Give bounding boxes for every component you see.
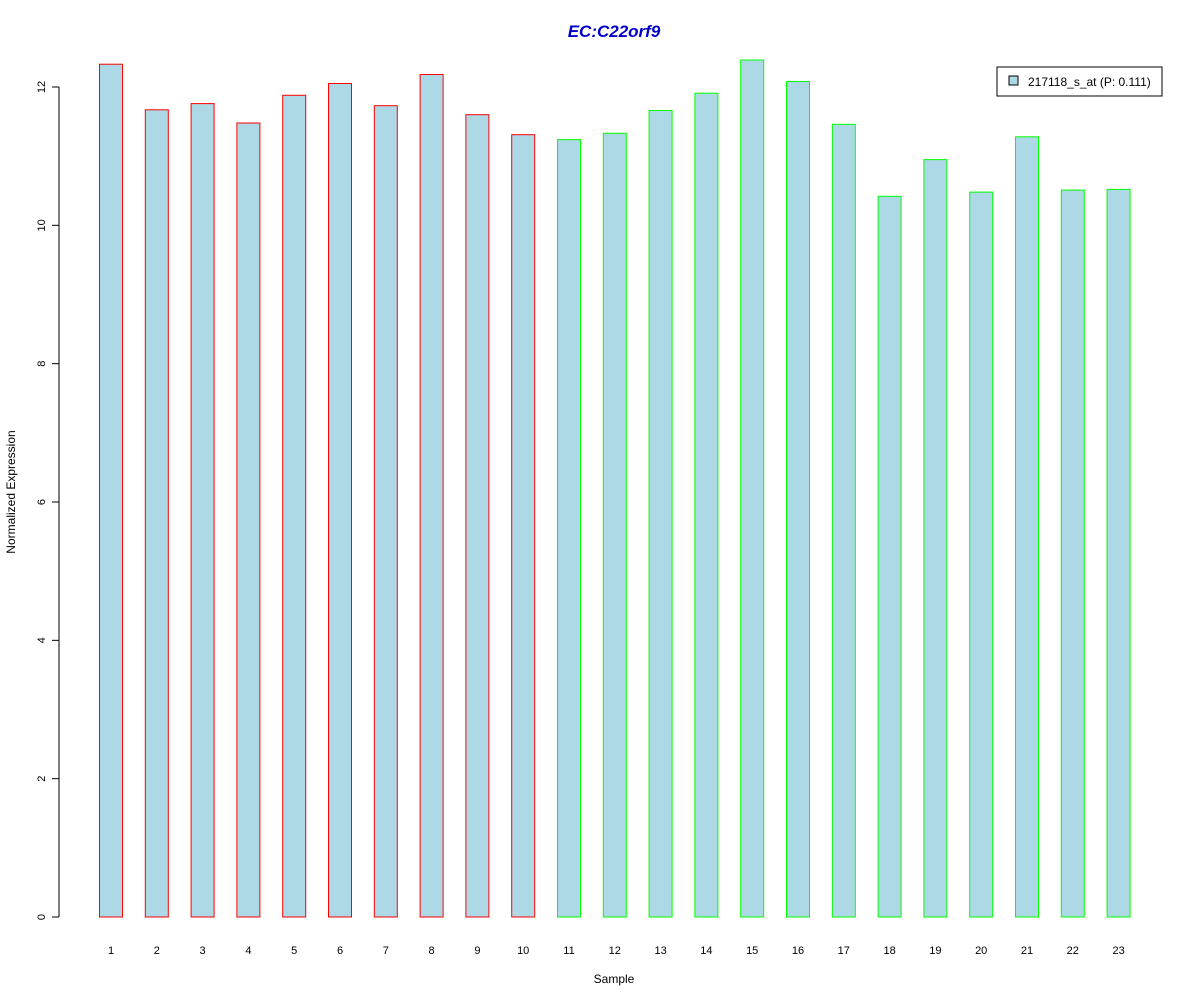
y-tick-label: 6 [36,499,48,505]
bar-sample-9 [465,114,490,918]
bar-sample-10 [511,134,536,918]
bar-sample-14 [694,92,719,918]
bar-sample-12 [602,132,627,918]
legend-swatch [1008,75,1019,86]
y-axis-label: Normalized Expression [4,430,18,553]
bar-sample-7 [373,105,398,918]
bar-sample-17 [831,123,856,918]
x-tick-label: 5 [291,945,297,957]
bar-sample-3 [190,103,215,918]
bars-group [99,59,1131,918]
x-tick-label: 21 [1021,945,1033,957]
legend-box [996,66,1163,97]
x-tick-label: 3 [200,945,206,957]
y-tick-label: 0 [36,914,48,920]
y-tick-label: 12 [36,81,48,93]
bar-sample-21 [1015,136,1039,918]
x-tick-label: 12 [609,945,621,957]
bar-sample-19 [923,159,948,918]
bar-sample-4 [236,122,261,918]
x-tick-label: 9 [474,945,480,957]
bar-sample-6 [328,83,352,918]
chart-title: EC:C22orf9 [568,22,661,41]
legend-entry-label: 217118_s_at (P: 0.111) [1028,75,1151,89]
x-tick-label: 13 [654,945,666,957]
bar-sample-23 [1106,188,1131,918]
bar-sample-15 [740,59,765,918]
x-tick-label: 19 [929,945,941,957]
x-tick-label: 14 [700,945,712,957]
x-tick-label: 8 [429,945,435,957]
x-tick-label: 7 [383,945,389,957]
bar-sample-20 [969,191,994,918]
y-axis: 0 2 4 6 8 10 12 [36,81,60,920]
bar-sample-22 [1060,189,1085,918]
y-tick-label: 10 [36,219,48,231]
x-tick-label: 4 [245,945,251,957]
bar-sample-11 [557,139,581,918]
x-tick-label: 18 [883,945,895,957]
x-tick-label: 16 [792,945,804,957]
x-axis-label: Sample [594,972,635,986]
bar-sample-18 [877,195,902,918]
x-tick-label: 10 [517,945,529,957]
x-tick-labels: 1 2 3 4 5 6 7 8 9 10 11 12 13 14 15 16 17 18 19 20 21 22 23 [108,945,1125,957]
x-tick-label: 20 [975,945,987,957]
legend: 217118_s_at (P: 0.111) [996,66,1163,97]
x-tick-label: 15 [746,945,758,957]
bar-sample-16 [786,81,810,918]
x-tick-label: 1 [108,945,114,957]
x-tick-label: 6 [337,945,343,957]
bar-sample-1 [99,63,123,918]
y-tick-label: 4 [36,637,48,643]
x-tick-label: 22 [1067,945,1079,957]
x-tick-label: 2 [154,945,160,957]
bar-sample-2 [144,109,169,918]
bar-sample-13 [648,110,673,918]
x-tick-label: 17 [838,945,850,957]
x-tick-label: 23 [1112,945,1124,957]
bar-sample-5 [282,94,307,918]
x-tick-label: 11 [563,945,574,957]
bar-sample-8 [419,74,444,918]
y-tick-label: 8 [36,361,48,367]
y-tick-label: 2 [36,776,48,782]
